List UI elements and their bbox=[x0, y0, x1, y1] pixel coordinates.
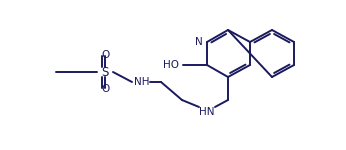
Text: NH: NH bbox=[134, 77, 150, 87]
Text: N: N bbox=[195, 37, 203, 47]
Text: O: O bbox=[101, 84, 109, 94]
Text: HO: HO bbox=[163, 60, 179, 70]
Text: S: S bbox=[101, 66, 109, 78]
Text: HN: HN bbox=[199, 107, 215, 117]
Text: O: O bbox=[101, 50, 109, 60]
